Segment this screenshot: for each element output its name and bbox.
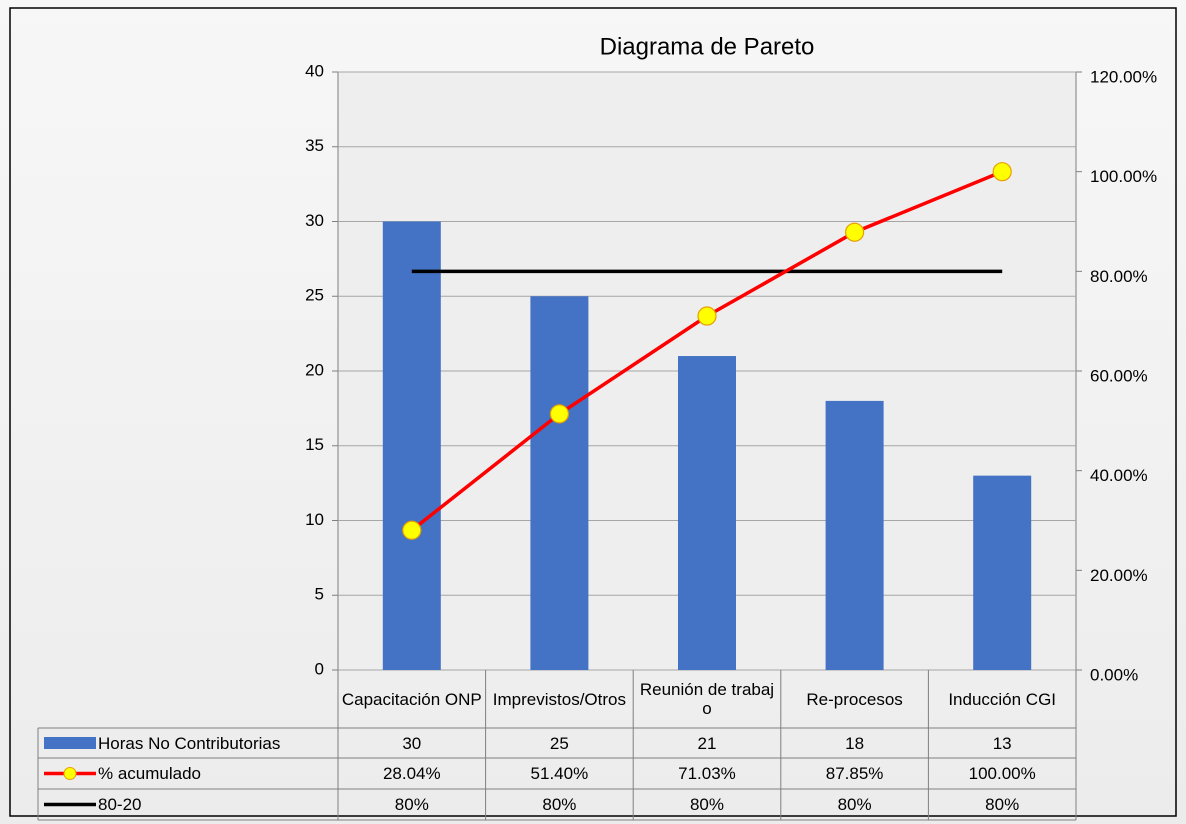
table-value: 25 (549, 733, 569, 753)
y-tick-label: 20 (305, 360, 324, 379)
bar (530, 296, 589, 670)
x-tick-label: Capacitación ONP (341, 689, 482, 709)
y2-tick-label: 0.00% (1090, 665, 1138, 684)
x-tick-label: Inducción CGI (948, 689, 1057, 709)
bar (973, 475, 1032, 670)
y2-tick-label: 40.00% (1090, 466, 1148, 485)
table-value: 13 (992, 733, 1012, 753)
y-tick-label: 0 (315, 659, 324, 678)
table-value: 30 (402, 733, 422, 753)
table-value: 18 (845, 733, 865, 753)
table-value: 28.04% (382, 764, 441, 783)
frame (9, 7, 1177, 817)
table-value: 80% (542, 795, 577, 814)
bar (382, 221, 441, 670)
table-value: 71.03% (678, 764, 736, 783)
y-tick-label: 10 (305, 510, 324, 529)
x-tick-label: Reunión de trabajo (639, 680, 775, 718)
bar (825, 400, 884, 670)
x-tick-label: Imprevistos/Otros (492, 689, 626, 709)
marker (844, 222, 865, 242)
y-tick-label: 40 (305, 61, 324, 80)
table-value: 80% (837, 795, 872, 814)
x-tick-label: Re-procesos (806, 689, 903, 709)
table-value: 80% (394, 795, 429, 814)
y-tick-label: 30 (305, 211, 324, 230)
y2-tick-label: 100.00% (1090, 167, 1157, 186)
table-value: 80% (985, 795, 1020, 814)
marker (992, 162, 1012, 182)
table-value: 80% (689, 795, 724, 814)
table-value: 21 (697, 733, 717, 753)
marker (697, 306, 717, 326)
y-tick-label: 35 (305, 136, 324, 155)
y2-tick-label: 80.00% (1090, 267, 1148, 286)
marker (549, 404, 570, 424)
legend-label: 80-20 (98, 795, 142, 814)
table-value: 51.40% (530, 764, 589, 783)
legend-label: % acumulado (98, 764, 202, 783)
legend-key (63, 767, 77, 780)
y2-tick-label: 20.00% (1090, 566, 1148, 585)
legend-key (44, 737, 96, 749)
y2-tick-label: 60.00% (1090, 366, 1148, 385)
bar (678, 356, 736, 670)
marker (402, 520, 422, 540)
y-tick-label: 25 (305, 286, 324, 305)
table-value: 100.00% (968, 764, 1036, 783)
y-tick-label: 5 (315, 585, 324, 604)
table-value: 87.85% (825, 764, 884, 783)
y-tick-label: 15 (305, 435, 324, 454)
chart-title: Diagrama de Pareto (600, 33, 815, 60)
legend-label: Horas No Contributorias (98, 733, 281, 753)
y2-tick-label: 120.00% (1090, 67, 1157, 86)
